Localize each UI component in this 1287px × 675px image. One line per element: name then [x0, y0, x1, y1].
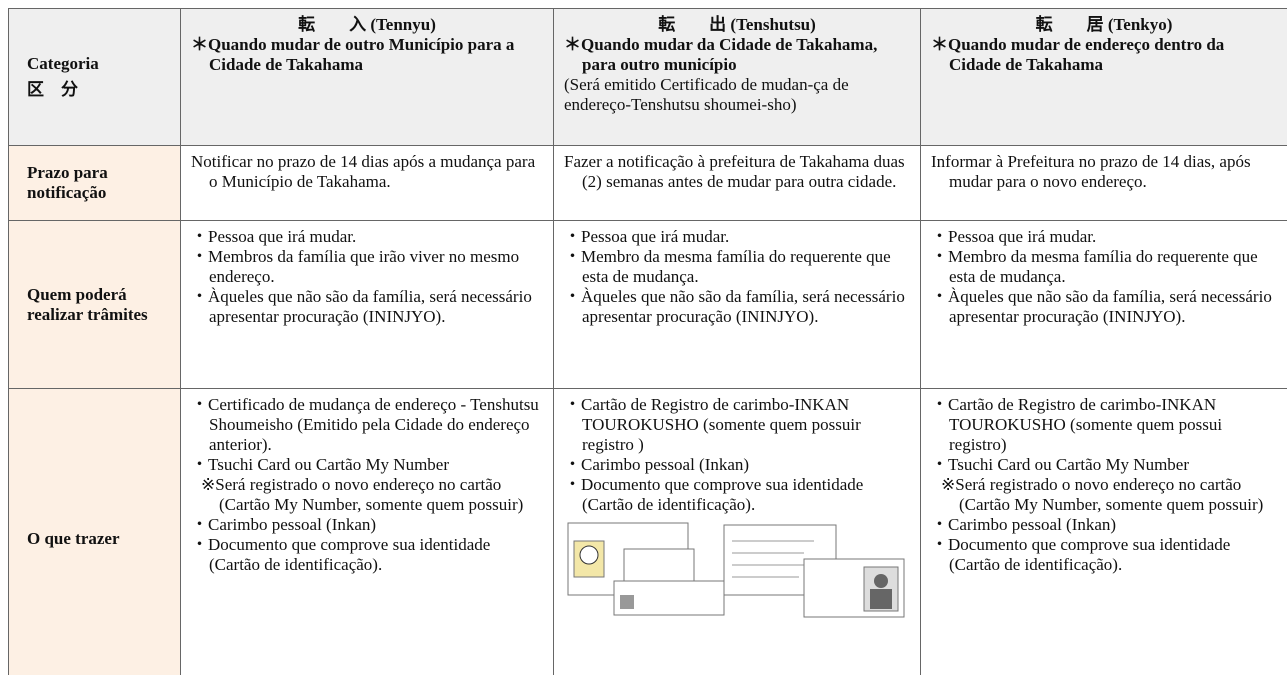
cell-text: ・Membro da mesma família do requerente q…	[931, 247, 1258, 286]
column-note: ＊Quando mudar de outro Município para a …	[191, 35, 515, 74]
cell-text: ・Tsuchi Card ou Cartão My Number	[931, 455, 1190, 474]
category-label: Quem poderá realizar trâmites	[8, 220, 181, 389]
cell: Informar à Prefeitura no prazo de 14 dia…	[920, 145, 1287, 221]
cell: ・Cartão de Registro de carimbo-INKAN TOU…	[553, 388, 921, 675]
column-title: 転 出 (Tenshutsu)	[658, 15, 816, 34]
cell: ・Pessoa que irá mudar. ・Membro da mesma f…	[553, 220, 921, 389]
cell-text: ・Àqueles que não são da família, será ne…	[931, 287, 1272, 326]
category-pt: Categoria	[27, 54, 99, 73]
cell-text: ・Carimbo pessoal (Inkan)	[931, 515, 1117, 534]
header-row: Categoria 区 分 転 入 (Tennyu) ＊Quando mudar…	[8, 8, 1287, 146]
cell-text: ・Pessoa que irá mudar.	[191, 227, 357, 246]
id-card-illustration	[567, 522, 905, 618]
cell-text: ・Cartão de Registro de carimbo-INKAN TOU…	[564, 395, 861, 454]
cell-text: ・Pessoa que irá mudar.	[564, 227, 730, 246]
column-note: ＊Quando mudar de endereço dentro da Cida…	[931, 35, 1225, 74]
cell-text: ・Àqueles que não são da família, será ne…	[564, 287, 905, 326]
row: Quem poderá realizar trâmites ・Pessoa que…	[8, 220, 1287, 389]
cell-text: ・Certificado de mudança de endereço - Te…	[191, 395, 539, 454]
cell: Fazer a notificação à prefeitura de Taka…	[553, 145, 921, 221]
column-detail: (Será emitido Certificado de mudan-ça de…	[564, 75, 849, 114]
cell: ・Cartão de Registro de carimbo-INKAN TOU…	[920, 388, 1287, 675]
cell-text: ・Carimbo pessoal (Inkan)	[191, 515, 377, 534]
row: O que trazer ・Certificado de mudança de e…	[8, 388, 1287, 675]
header-cell: Categoria 区 分	[8, 8, 181, 146]
column-title: 転 居 (Tenkyo)	[1035, 15, 1173, 34]
cell-text: Fazer a notificação à prefeitura de Taka…	[564, 152, 905, 191]
cell-text: ・Cartão de Registro de carimbo-INKAN TOU…	[931, 395, 1223, 454]
cell: ・Certificado de mudança de endereço - Te…	[180, 388, 554, 675]
column-title: 転 入 (Tennyu)	[298, 15, 436, 34]
cell: Notificar no prazo de 14 dias após a mud…	[180, 145, 554, 221]
category-label: Prazo para notificação	[8, 145, 181, 221]
cell-text: ※Será registrado o novo endereço no cart…	[201, 475, 524, 514]
cell-text: ・Membro da mesma família do requerente q…	[564, 247, 891, 286]
cell-text: ※Será registrado o novo endereço no cart…	[941, 475, 1264, 514]
cell-text: ・Àqueles que não são da família, será ne…	[191, 287, 532, 326]
cell-text: ・Documento que comprove sua identidade (…	[564, 475, 864, 514]
header-cell: 転 居 (Tenkyo) ＊Quando mudar de endereço d…	[920, 8, 1287, 146]
cell-text: ・Documento que comprove sua identidade (…	[191, 535, 491, 574]
table: Categoria 区 分 転 入 (Tennyu) ＊Quando mudar…	[8, 8, 1287, 675]
cell-text: ・Tsuchi Card ou Cartão My Number	[191, 455, 450, 474]
header-cell: 転 出 (Tenshutsu) ＊Quando mudar da Cidade …	[553, 8, 921, 146]
row: Prazo para notificação Notificar no prazo…	[8, 145, 1287, 221]
cell-text: ・Pessoa que irá mudar.	[931, 227, 1097, 246]
cell: ・Pessoa que irá mudar. ・Membros da famíli…	[180, 220, 554, 389]
category-label: O que trazer	[8, 388, 181, 675]
cell-text: ・Membros da família que irão viver no me…	[191, 247, 520, 286]
cell-text: Notificar no prazo de 14 dias após a mud…	[191, 152, 536, 191]
header-cell: 転 入 (Tennyu) ＊Quando mudar de outro Muni…	[180, 8, 554, 146]
category-ja: 区 分	[27, 80, 78, 99]
column-note: ＊Quando mudar da Cidade de Takahama, par…	[564, 35, 878, 74]
id-card-images	[564, 519, 910, 624]
cell-text: Informar à Prefeitura no prazo de 14 dia…	[931, 152, 1251, 191]
cell: ・Pessoa que irá mudar. ・Membro da mesma f…	[920, 220, 1287, 389]
cell-text: ・Carimbo pessoal (Inkan)	[564, 455, 750, 474]
cell-text: ・Documento que comprove sua identidade (…	[931, 535, 1231, 574]
